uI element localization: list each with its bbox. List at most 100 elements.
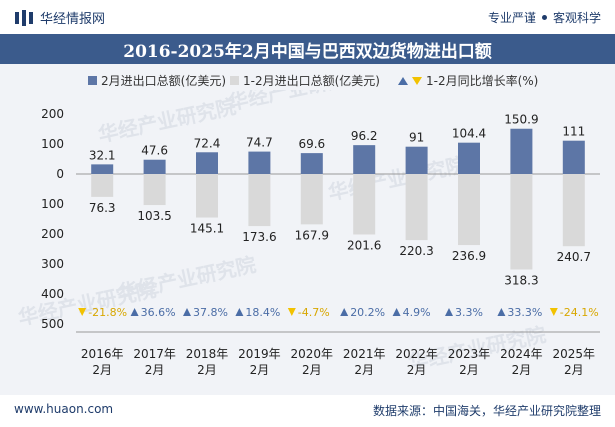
data-label-feb-0: 32.1 [89,148,116,162]
x-tick-label-6: 2022年 [395,347,438,361]
y-tick-label: 200 [41,107,64,121]
x-tick-label-9: 2月 [564,363,584,377]
growth-label-6: 4.9% [403,306,431,319]
header-bar: 华经情报网 专业严谨 客观科学 [0,0,615,34]
data-label-janfeb-7: 236.9 [452,249,486,263]
x-tick-label-2: 2018年 [186,347,229,361]
growth-label-4: -4.7% [298,306,330,319]
legend-item-growth: 1-2月同比增长率(%) [398,72,538,89]
x-tick-label-6: 2月 [407,363,427,377]
growth-marker-5 [340,308,349,316]
x-tick-label-3: 2月 [250,363,270,377]
x-tick-label-3: 2019年 [238,347,281,361]
bar-feb-1 [143,159,166,174]
growth-marker-8 [497,308,506,316]
x-tick-label-0: 2月 [92,363,112,377]
data-label-feb-6: 91 [409,131,424,145]
separator-dot-icon [541,15,547,20]
y-tick-label: 200 [41,227,64,241]
legend-label-feb: 2月进出口总额(亿美元) [101,74,226,88]
x-tick-label-4: 2020年 [291,347,334,361]
x-tick-label-2: 2月 [197,363,217,377]
data-label-janfeb-8: 318.3 [504,273,538,287]
slogan-left: 专业严谨 [487,11,536,25]
brand-logo-icon [15,9,33,26]
legend-item-janfeb: 1-2月进出口总额(亿美元) [230,72,380,89]
y-tick-label: 300 [41,257,64,271]
growth-marker-9 [549,308,558,316]
legend-label-janfeb: 1-2月进出口总额(亿美元) [243,74,380,88]
x-tick-label-7: 2月 [459,363,479,377]
slogan: 专业严谨 客观科学 [488,9,601,26]
bar-feb-0 [91,164,114,174]
x-tick-label-4: 2月 [302,363,322,377]
brand[interactable]: 华经情报网 [14,8,105,27]
bar-feb-8 [510,128,533,174]
bar-janfeb-1 [143,174,166,206]
x-tick-label-0: 2016年 [81,347,124,361]
bar-feb-4 [300,153,323,174]
data-label-janfeb-9: 240.7 [557,250,591,264]
bar-feb-5 [353,145,376,174]
growth-label-2: 37.8% [193,306,228,319]
bar-feb-7 [458,142,480,174]
bar-janfeb-5 [353,174,376,235]
growth-label-0: -21.8% [88,306,127,319]
chart-legend: 2月进出口总额(亿美元) 1-2月进出口总额(亿美元) 1-2月同比增长率(%) [0,70,615,90]
watermark-text: 华经产业研究院 [226,90,368,115]
y-tick-label: 0 [56,167,64,181]
watermark-text: 华经产业研究院 [16,277,158,330]
data-label-janfeb-2: 145.1 [190,222,224,236]
x-tick-label-1: 2月 [145,363,165,377]
x-tick-label-9: 2025年 [553,347,596,361]
growth-label-7: 3.3% [455,306,483,319]
growth-marker-0 [78,308,87,316]
growth-marker-6 [392,308,401,316]
footer-source: 数据来源：中国海关，华经产业研究院整理 [372,404,601,418]
data-label-feb-4: 69.6 [298,137,325,151]
bar-janfeb-6 [405,174,428,241]
title-bar: 2016-2025年2月中国与巴西双边货物进出口额 [0,34,615,64]
legend-swatch-janfeb [230,76,239,85]
growth-marker-4 [287,308,296,316]
bar-janfeb-4 [300,174,323,225]
data-label-feb-1: 47.6 [141,144,168,158]
legend-down-triangle-icon [412,76,422,85]
x-tick-label-8: 2024年 [500,347,543,361]
growth-label-5: 20.2% [350,306,385,319]
growth-marker-7 [445,308,453,316]
data-label-feb-2: 72.4 [194,136,221,150]
chart-plot: 华经产业研究院华经产业研究院华经产业研究院华经产业研究院华经产业研究院华经产业研… [16,90,600,377]
footer-website-link[interactable]: www.huaon.com [14,402,114,416]
bar-janfeb-2 [196,174,218,218]
bar-janfeb-0 [91,174,114,197]
brand-name: 华经情报网 [40,12,106,27]
growth-marker-1 [130,308,139,316]
x-tick-label-5: 2月 [354,363,374,377]
growth-label-8: 33.3% [507,306,542,319]
legend-swatch-feb [88,76,97,85]
growth-label-9: -24.1% [560,306,599,319]
legend-up-triangle-icon [398,76,408,85]
growth-marker-2 [183,308,191,316]
data-label-janfeb-3: 173.6 [242,230,276,244]
data-label-janfeb-0: 76.3 [89,201,116,215]
bar-janfeb-7 [458,174,480,246]
data-label-feb-3: 74.7 [246,136,273,150]
x-tick-label-8: 2月 [512,363,532,377]
y-tick-label: 100 [41,197,64,211]
y-tick-label: 500 [41,317,64,331]
growth-marker-3 [235,308,244,316]
chart-title: 2016-2025年2月中国与巴西双边货物进出口额 [123,41,492,62]
y-tick-label: 400 [41,287,64,301]
legend-item-feb: 2月进出口总额(亿美元) [88,72,226,89]
data-label-janfeb-4: 167.9 [295,228,329,242]
x-tick-label-5: 2021年 [343,347,386,361]
slogan-right: 客观科学 [552,11,601,25]
x-tick-label-7: 2023年 [448,347,491,361]
data-label-feb-9: 111 [562,125,585,139]
data-label-janfeb-6: 220.3 [399,244,433,258]
growth-label-1: 36.6% [141,306,176,319]
data-label-feb-7: 104.4 [452,127,486,141]
